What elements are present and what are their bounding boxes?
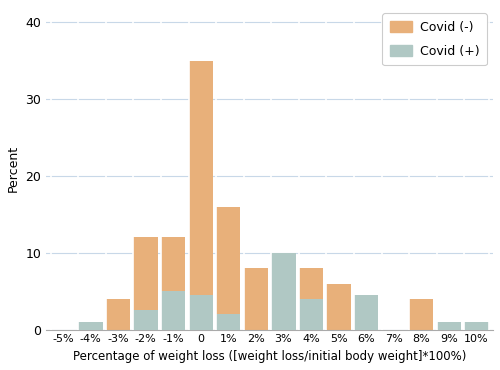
Bar: [106, 299, 130, 330]
X-axis label: Percentage of weight loss ([weight loss/initial body weight]*100%): Percentage of weight loss ([weight loss/…: [73, 350, 466, 363]
Bar: [326, 283, 350, 330]
Bar: [464, 322, 488, 330]
Bar: [437, 322, 461, 330]
Bar: [299, 299, 323, 330]
Bar: [354, 295, 378, 330]
Legend: Covid (-), Covid (+): Covid (-), Covid (+): [382, 13, 487, 65]
Bar: [299, 268, 323, 330]
Bar: [409, 299, 434, 330]
Bar: [161, 238, 185, 330]
Bar: [134, 310, 158, 330]
Bar: [188, 61, 213, 330]
Bar: [244, 268, 268, 330]
Bar: [78, 322, 102, 330]
Bar: [161, 291, 185, 330]
Bar: [188, 295, 213, 330]
Bar: [134, 238, 158, 330]
Bar: [216, 314, 240, 330]
Bar: [272, 253, 295, 330]
Bar: [272, 299, 295, 330]
Y-axis label: Percent: Percent: [7, 145, 20, 192]
Bar: [216, 207, 240, 330]
